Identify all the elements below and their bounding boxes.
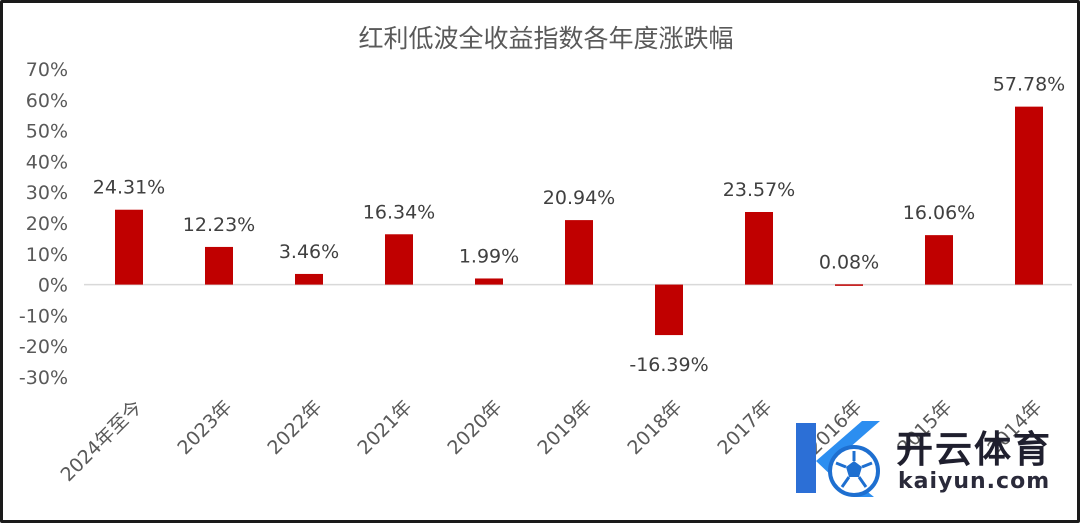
data-label: 1.99% (459, 245, 519, 267)
data-label: 12.23% (183, 214, 255, 236)
y-tick-label: 40% (26, 151, 68, 173)
y-tick-label: 50% (26, 121, 68, 143)
bar (1015, 106, 1043, 285)
bar-series (115, 106, 1043, 336)
data-label: 16.34% (363, 201, 435, 223)
data-label: 23.57% (723, 179, 795, 201)
y-tick-label: 20% (26, 213, 68, 235)
x-tick-label: 2023年 (173, 396, 236, 459)
y-tick-label: -20% (19, 336, 68, 358)
x-tick-label: 2020年 (443, 396, 506, 459)
watermark-brand: 开云体育 (896, 428, 1052, 471)
data-label: 57.78% (993, 74, 1065, 96)
y-tick-label: -10% (19, 305, 68, 327)
data-label: -16.39% (629, 354, 708, 376)
k-soccer-ball-logo-icon (796, 421, 880, 497)
bar (565, 220, 593, 285)
y-tick-label: 0% (38, 275, 68, 297)
bar (115, 209, 143, 285)
x-tick-label: 2019年 (533, 396, 596, 459)
chart-title: 红利低波全收益指数各年度涨跌幅 (358, 24, 733, 53)
y-tick-label: 10% (26, 244, 68, 266)
x-tick-label: 2024年至今 (56, 396, 146, 486)
x-tick-label: 2018年 (623, 396, 686, 459)
y-tick-label: -30% (19, 367, 68, 389)
watermark-url: kaiyun.com (898, 469, 1051, 494)
x-tick-label: 2017年 (713, 396, 776, 459)
y-tick-label: 60% (26, 90, 68, 112)
bar (655, 284, 683, 336)
x-tick-label: 2021年 (353, 396, 416, 459)
y-tick-label: 70% (26, 59, 68, 81)
bar (475, 278, 503, 285)
data-label: 0.08% (819, 251, 879, 273)
data-label: 24.31% (93, 177, 165, 199)
y-tick-label: 30% (26, 182, 68, 204)
watermark: 开云体育 kaiyun.com (776, 413, 1066, 503)
bar (925, 235, 953, 285)
data-label: 16.06% (903, 202, 975, 224)
data-label: 3.46% (279, 241, 339, 263)
y-axis: 70% 60% 50% 40% 30% 20% 10% 0% -10% -20% -30% (19, 59, 68, 389)
bar (205, 246, 233, 285)
data-labels: 24.31% 12.23% 3.46% 16.34% 1.99% 20.94% -16.39… (93, 74, 1065, 376)
bar (295, 273, 323, 285)
bar (745, 212, 773, 285)
bar (385, 234, 413, 285)
x-tick-label: 2022年 (263, 396, 326, 459)
bar (835, 284, 863, 286)
data-label: 20.94% (543, 187, 615, 209)
